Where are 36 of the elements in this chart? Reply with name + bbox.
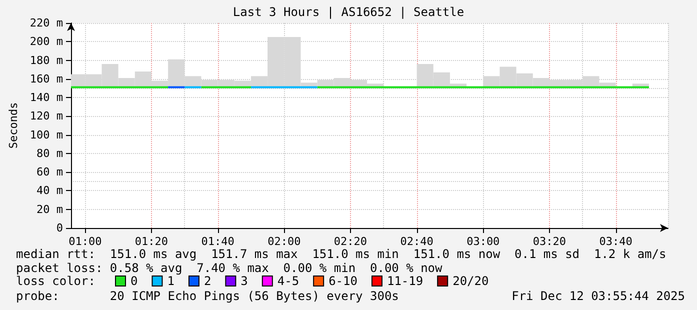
text: median rtt: 151.0 ms avg 151.7 ms max 151.0 ms min 151.0 ms now 0.1 ms sd 1.2 k am/s [16, 247, 666, 261]
text: Fri Dec 12 03:55:44 2025 [512, 289, 685, 303]
y-tick-label: 120 m [30, 110, 64, 123]
x-tick-label: 02:20 [334, 235, 368, 248]
y-tick-label: 20 m [36, 202, 64, 216]
legend-title: loss color: [16, 274, 96, 288]
x-tick-label: 01:00 [68, 235, 102, 248]
x-tick-label: 03:40 [599, 235, 632, 248]
legend-label: 6-10 [328, 274, 358, 288]
text: probe: 20 ICMP Echo Pings (56 Bytes) every 300s [16, 289, 399, 303]
y-tick-label: 60 m [36, 166, 64, 179]
y-tick-label: 0 [56, 222, 64, 234]
x-tick-label: 02:00 [268, 235, 301, 248]
legend-label: 11-19 [386, 274, 424, 288]
legend-label: 4-5 [277, 274, 300, 288]
text: packet loss: 0.58 % avg 7.40 % max 0.00 % min 0.00 % now [16, 261, 444, 275]
y-tick-label: 140 m [30, 91, 64, 104]
x-tick-label: 02:40 [400, 235, 434, 248]
y-tick-label: 220 m [30, 16, 64, 30]
x-tick-label: 01:20 [134, 235, 168, 248]
y-axis-title: Seconds [7, 102, 20, 149]
legend-label: 3 [240, 274, 248, 288]
chart-title: Last 3 Hours | AS16652 | Seattle [232, 5, 464, 19]
y-tick-label: 80 m [36, 146, 64, 160]
y-tick-label: 100 m [30, 128, 64, 142]
x-tick-label: 03:00 [466, 235, 500, 248]
x-tick-label: 03:20 [532, 235, 566, 248]
legend-label: 1 [167, 274, 174, 288]
legend-label: 20/20 [452, 274, 489, 288]
y-tick-label: 40 m [36, 184, 64, 198]
x-tick-label: 01:40 [201, 235, 234, 248]
y-tick-label: 160 m [30, 72, 64, 86]
y-tick-label: 180 m [30, 54, 64, 67]
legend-label: 0 [130, 274, 138, 288]
legend-label: 2 [204, 274, 212, 288]
y-tick-label: 200 m [30, 35, 64, 48]
